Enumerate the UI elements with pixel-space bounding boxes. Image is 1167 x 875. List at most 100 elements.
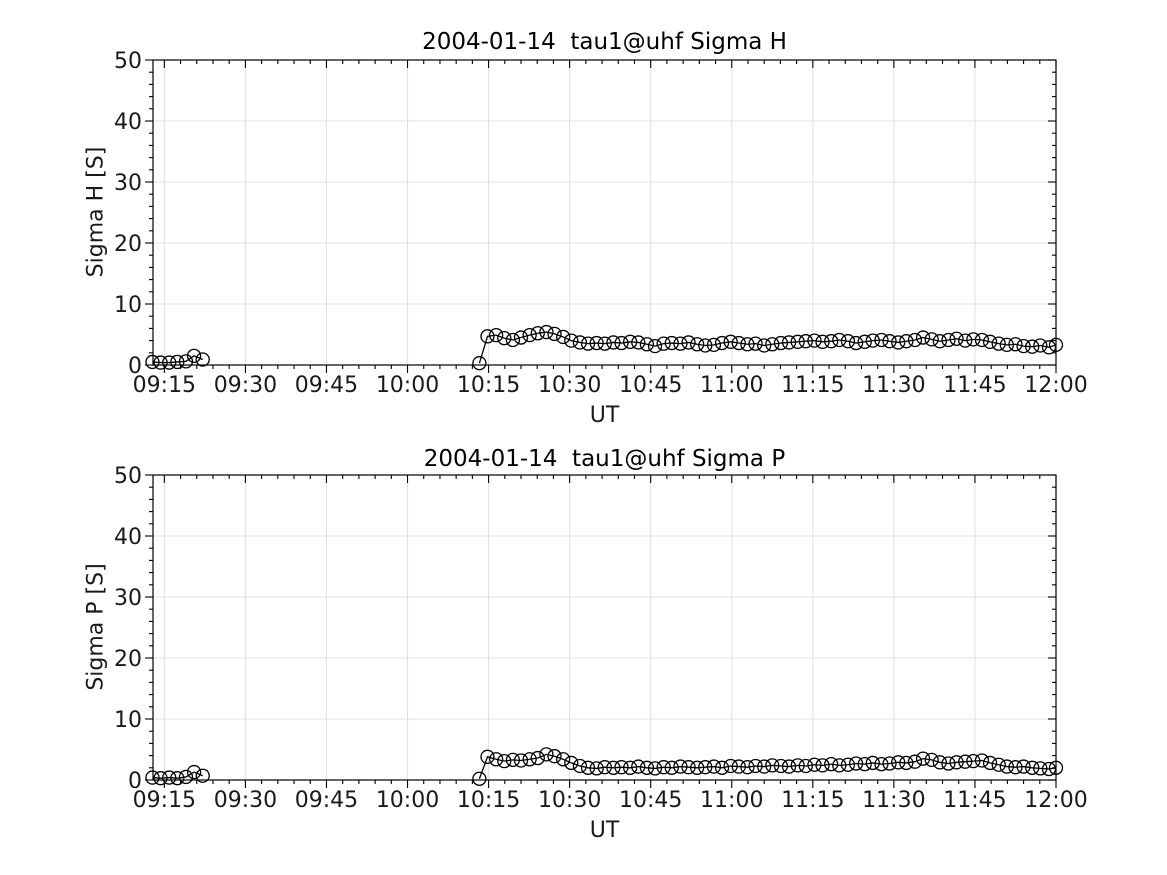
data-point-marker	[740, 760, 755, 775]
data-point-marker	[848, 756, 864, 771]
data-point-marker	[497, 753, 512, 769]
data-point-marker	[1033, 338, 1048, 353]
data-point-marker	[932, 755, 947, 770]
data-point-marker	[623, 760, 638, 775]
sigma-p-title: 2004-01-14 tau1@uhf Sigma P	[423, 446, 786, 472]
data-point-marker	[874, 332, 889, 348]
data-point-marker	[915, 751, 931, 766]
data-point-marker	[606, 335, 621, 350]
data-point-marker	[1025, 760, 1040, 775]
data-point-marker	[824, 334, 839, 349]
y-axis-tick-label: 20	[114, 232, 142, 257]
data-point-marker	[145, 770, 160, 785]
data-point-marker	[924, 752, 939, 768]
data-point-marker	[815, 334, 830, 349]
data-point-marker	[664, 335, 679, 351]
data-point-marker	[178, 769, 194, 785]
data-point-marker	[765, 337, 780, 352]
x-axis-tick-label: 10:15	[457, 788, 520, 813]
data-point-marker	[974, 332, 990, 348]
data-point-marker	[932, 334, 947, 349]
data-point-marker	[673, 759, 688, 774]
data-point-marker	[623, 334, 638, 349]
data-point-marker	[723, 758, 738, 774]
data-point-marker	[857, 334, 872, 349]
data-point-marker	[790, 758, 805, 773]
data-point-marker	[572, 758, 588, 774]
data-point-marker	[865, 755, 880, 771]
data-point-marker	[580, 336, 596, 351]
data-point-marker	[941, 332, 956, 348]
x-axis-tick-label: 09:30	[214, 788, 277, 813]
sigma-p-plot-area: 09:15 09:30 09:45 10:00 10:15 10:30 10:45 11:00…	[114, 464, 1088, 813]
data-point-marker	[597, 760, 612, 775]
data-point-marker	[589, 761, 604, 776]
data-point-marker	[530, 750, 545, 766]
data-point-marker	[781, 335, 797, 350]
data-point-marker	[958, 333, 973, 348]
data-point-marker	[489, 752, 504, 767]
data-point-marker	[170, 354, 185, 370]
data-point-marker	[891, 335, 906, 350]
data-point-marker	[714, 335, 730, 351]
series-line	[478, 331, 1057, 364]
data-point-marker	[865, 333, 880, 348]
data-point-marker	[564, 755, 579, 771]
series-line	[152, 355, 203, 364]
data-point-marker	[958, 754, 973, 769]
data-point-marker	[991, 757, 1006, 772]
y-axis-tick-label: 30	[114, 586, 142, 611]
x-axis-tick-label: 10:45	[619, 788, 682, 813]
data-point-marker	[815, 758, 830, 773]
data-point-marker	[798, 758, 813, 774]
data-point-marker	[723, 334, 738, 349]
data-point-marker	[513, 330, 529, 345]
data-point-marker	[547, 326, 562, 342]
data-point-marker	[522, 327, 537, 343]
data-point-marker	[631, 335, 646, 350]
data-point-marker	[1033, 761, 1048, 776]
y-axis-tick-label: 50	[114, 49, 142, 74]
data-point-marker	[195, 768, 210, 783]
data-point-marker	[162, 355, 177, 370]
x-axis-tick-label: 11:30	[862, 788, 925, 813]
data-point-marker	[656, 760, 671, 775]
data-point-marker	[731, 335, 746, 351]
y-axis-tick-label: 40	[114, 110, 142, 135]
data-point-marker	[539, 324, 554, 340]
data-point-marker	[556, 752, 571, 767]
data-point-marker	[472, 356, 487, 371]
data-point-marker	[597, 336, 612, 351]
data-point-marker	[982, 334, 998, 349]
data-point-marker	[647, 338, 663, 354]
data-point-marker	[874, 756, 889, 772]
data-point-marker	[497, 331, 512, 346]
data-point-marker	[891, 755, 906, 770]
data-point-marker	[966, 332, 981, 347]
data-point-marker	[153, 355, 168, 370]
data-point-marker	[656, 336, 671, 351]
data-point-marker	[547, 749, 562, 764]
x-axis-tick-label: 10:00	[376, 373, 439, 398]
data-point-marker	[907, 754, 923, 769]
x-axis-tick-label: 10:30	[538, 373, 601, 398]
data-point-marker	[472, 771, 487, 786]
data-point-marker	[690, 760, 705, 775]
data-point-marker	[974, 753, 990, 768]
data-point-marker	[731, 759, 746, 774]
y-axis-tick-label: 0	[128, 769, 142, 794]
data-point-marker	[714, 760, 730, 775]
data-point-marker	[1016, 338, 1031, 354]
data-point-marker	[824, 756, 839, 772]
data-point-marker	[773, 758, 789, 774]
data-point-marker	[748, 336, 763, 351]
data-point-marker	[740, 337, 755, 352]
data-point-marker	[966, 753, 981, 769]
data-point-marker	[907, 332, 923, 348]
data-point-marker	[480, 329, 495, 344]
x-axis-tick-label: 11:15	[781, 373, 844, 398]
sigma-h-x-axis-label: UT	[589, 403, 620, 428]
data-point-marker	[631, 759, 646, 774]
x-axis-tick-label: 10:15	[457, 373, 520, 398]
